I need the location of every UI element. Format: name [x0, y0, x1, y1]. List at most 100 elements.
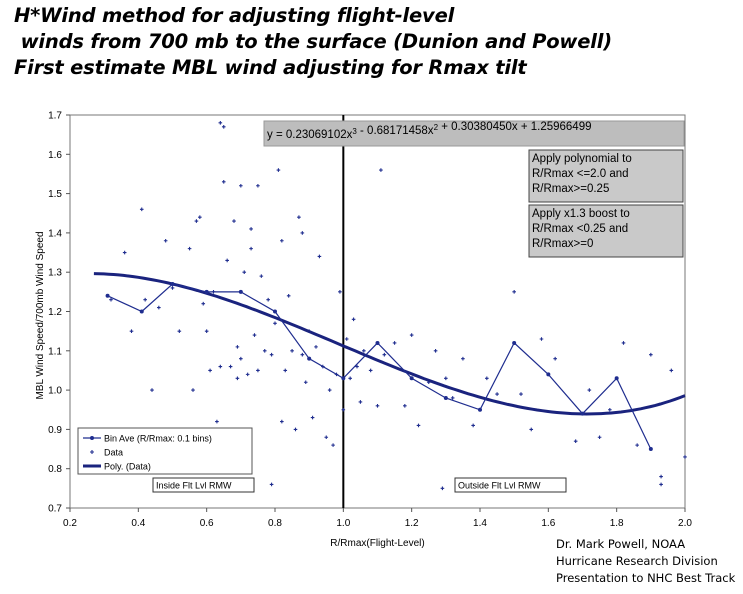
- region-label: Outside Flt Lvl RMW: [458, 481, 541, 491]
- x-tick-label: 1.8: [610, 518, 624, 529]
- data-point: [344, 337, 349, 341]
- credit-division: Hurricane Research Division: [556, 554, 718, 568]
- bin-average-point: [341, 376, 346, 381]
- data-point: [450, 396, 455, 400]
- data-point: [245, 372, 250, 377]
- data-point: [300, 352, 305, 357]
- bin-average-point: [580, 411, 585, 416]
- credit-author: Dr. Mark Powell, NOAA: [556, 537, 686, 551]
- data-point: [225, 258, 229, 263]
- data-point: [177, 329, 182, 333]
- annotation-box: [528, 149, 684, 203]
- data-point: [297, 215, 301, 219]
- y-tick-label: 0.9: [48, 425, 62, 436]
- y-tick-label: 1.6: [48, 150, 62, 161]
- data-point: [221, 124, 226, 129]
- data-point: [348, 376, 352, 381]
- y-tick-label: 1.1: [48, 346, 62, 357]
- data-point: [621, 341, 626, 345]
- data-point: [440, 486, 445, 491]
- bin-average-point: [139, 309, 144, 314]
- equation-box: [263, 120, 685, 147]
- data-point: [286, 293, 291, 298]
- data-point: [635, 443, 639, 447]
- annotation-text: R/Rmax>=0.25: [532, 183, 609, 195]
- data-point: [242, 270, 247, 274]
- bin-average-point: [546, 372, 551, 377]
- data-point: [262, 349, 267, 353]
- data-point: [204, 329, 209, 333]
- credit-presentation: Presentation to NHC Best Track: [556, 571, 736, 585]
- x-tick-label: 1.4: [473, 518, 487, 529]
- data-point: [109, 297, 113, 302]
- legend-swatch-marker: [90, 450, 94, 454]
- data-point: [444, 376, 448, 381]
- data-point: [143, 297, 147, 302]
- data-point: [375, 404, 380, 408]
- data-point: [122, 250, 127, 255]
- data-point: [239, 356, 243, 361]
- data-point: [314, 345, 318, 349]
- data-point: [256, 183, 260, 188]
- y-tick-label: 0.7: [48, 504, 62, 515]
- bin-average-point: [307, 356, 312, 361]
- data-point: [170, 286, 175, 290]
- data-point: [235, 345, 240, 349]
- data-point: [519, 392, 523, 396]
- data-point: [310, 415, 315, 420]
- data-point: [194, 219, 199, 223]
- data-point: [187, 246, 192, 251]
- data-point: [324, 435, 329, 440]
- x-tick-label: 1.6: [541, 518, 555, 529]
- data-point: [300, 231, 305, 235]
- data-point: [150, 388, 154, 392]
- data-point: [683, 455, 687, 459]
- bin-average-point: [204, 289, 209, 294]
- x-tick-label: 0.6: [200, 518, 214, 529]
- data-point: [351, 317, 356, 322]
- data-point: [512, 290, 516, 294]
- data-point: [239, 183, 243, 188]
- data-point: [252, 333, 257, 337]
- x-tick-label: 0.4: [131, 518, 145, 529]
- data-point: [608, 407, 612, 412]
- bin-average-point: [648, 447, 653, 452]
- data-point: [129, 329, 134, 333]
- data-point: [409, 333, 414, 337]
- y-tick-label: 0.8: [48, 464, 62, 475]
- bin-average-point: [409, 376, 414, 381]
- data-point: [218, 121, 223, 125]
- x-axis-label: R/Rmax(Flight-Level): [330, 538, 424, 549]
- data-point: [249, 227, 253, 231]
- data-point: [659, 482, 663, 487]
- x-tick-label: 2.0: [678, 518, 692, 529]
- annotation-box: [528, 204, 684, 258]
- data-point: [338, 290, 342, 294]
- y-tick-label: 1.3: [48, 268, 62, 279]
- title-line-1: H*Wind method for adjusting flight-level: [14, 4, 455, 27]
- data-point: [208, 368, 212, 373]
- data-point: [259, 274, 264, 278]
- data-point: [659, 474, 663, 479]
- data-point: [215, 419, 219, 424]
- data-point: [587, 388, 592, 392]
- region-label-box: [152, 477, 255, 493]
- data-point: [317, 254, 322, 259]
- data-point: [201, 301, 206, 306]
- annotation-text: R/Rmax <=2.0 and: [532, 168, 629, 180]
- legend: [77, 427, 253, 475]
- x-tick-label: 1.2: [405, 518, 419, 529]
- data-point: [191, 388, 195, 392]
- bin-average-point: [375, 340, 380, 345]
- data-point: [198, 215, 202, 219]
- data-point: [283, 368, 288, 373]
- data-point: [228, 364, 233, 369]
- data-point: [553, 356, 557, 361]
- bin-average-point: [512, 340, 517, 345]
- data-point: [403, 404, 407, 408]
- legend-label: Poly. (Data): [104, 462, 151, 472]
- data-point: [471, 423, 475, 428]
- x-tick-label: 0.8: [268, 518, 282, 529]
- data-point: [266, 297, 270, 302]
